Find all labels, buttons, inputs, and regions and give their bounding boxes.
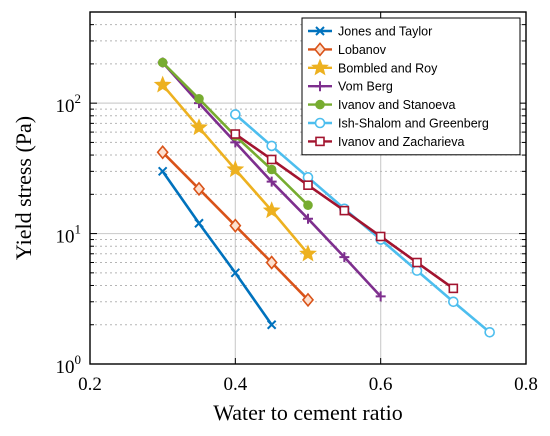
legend-marker — [315, 26, 325, 36]
x-tick-label: 0.2 — [78, 374, 102, 395]
legend-item: Vom Berg — [308, 80, 393, 94]
legend-box — [301, 17, 521, 156]
series-6 — [230, 129, 459, 294]
y-axis-title: Yield stress (Pa) — [11, 116, 36, 260]
x-tick-label: 0.8 — [514, 374, 538, 395]
data-point — [194, 218, 204, 228]
legend-marker — [313, 42, 327, 57]
data-point — [157, 57, 168, 68]
data-point — [229, 218, 242, 233]
data-point — [339, 205, 350, 216]
data-point — [375, 231, 386, 242]
legend-marker — [315, 136, 325, 147]
data-point — [194, 94, 204, 104]
legend-item: Lobanov — [308, 42, 387, 57]
series-line — [161, 170, 273, 326]
y-tick-label: 101 — [56, 222, 82, 248]
legend-item: Bombled and Roy — [308, 58, 438, 76]
data-point — [339, 252, 350, 263]
data-point — [192, 181, 206, 197]
data-point — [153, 75, 172, 93]
legend-label: Ish-Shalom and Greenberg — [338, 117, 489, 131]
legend: Jones and Taylor Lobanov Bombled and Roy Vo… — [301, 17, 521, 156]
data-point — [266, 164, 277, 175]
data-point — [303, 213, 313, 224]
data-point — [412, 257, 422, 268]
data-point — [265, 255, 278, 270]
legend-label: Vom Berg — [338, 80, 393, 94]
data-point — [266, 140, 277, 152]
legend-marker — [311, 58, 329, 76]
data-point — [448, 283, 459, 294]
legend-item: Ivanov and Zacharieva — [308, 135, 465, 149]
legend-label: Bombled and Roy — [338, 61, 438, 75]
data-point — [303, 200, 313, 211]
y-tick-label: 102 — [56, 91, 82, 117]
data-point — [266, 176, 277, 187]
legend-marker — [315, 99, 325, 110]
data-point — [375, 291, 386, 302]
data-point — [266, 154, 277, 165]
legend-label: Ivanov and Stanoeva — [338, 98, 455, 112]
data-point — [411, 265, 423, 276]
data-point — [448, 296, 459, 308]
data-point — [156, 145, 169, 160]
data-point — [301, 292, 315, 308]
legend-label: Ivanov and Zacharieva — [338, 135, 465, 149]
legend-item: Ish-Shalom and Greenberg — [308, 117, 489, 131]
legend-item: Jones and Taylor — [308, 25, 432, 39]
data-point — [299, 244, 317, 262]
data-point — [303, 180, 313, 190]
x-axis-title: Water to cement ratio — [213, 400, 402, 425]
data-point — [157, 166, 168, 177]
legend-marker — [315, 81, 325, 92]
axis-ticks: 0.2 0.4 0.6 0.8 100 101 102 — [56, 11, 538, 395]
series-1 — [156, 145, 315, 308]
legend-marker — [314, 117, 326, 129]
data-point — [190, 118, 208, 136]
legend-label: Lobanov — [338, 43, 387, 57]
data-point — [230, 129, 241, 139]
legend-item: Ivanov and Stanoeva — [308, 98, 455, 112]
data-point — [484, 327, 495, 338]
data-point — [230, 268, 241, 278]
x-tick-label: 0.4 — [223, 374, 247, 395]
data-point — [262, 201, 281, 219]
series-0 — [157, 166, 277, 330]
legend-label: Jones and Taylor — [338, 25, 432, 39]
data-point — [226, 160, 245, 178]
plot-frame — [89, 11, 527, 365]
data-point — [266, 320, 277, 330]
x-tick-label: 0.6 — [369, 374, 393, 395]
series-2 — [153, 75, 317, 262]
series-lines — [153, 57, 495, 338]
data-point — [230, 109, 241, 120]
y-tick-label: 100 — [56, 352, 82, 378]
